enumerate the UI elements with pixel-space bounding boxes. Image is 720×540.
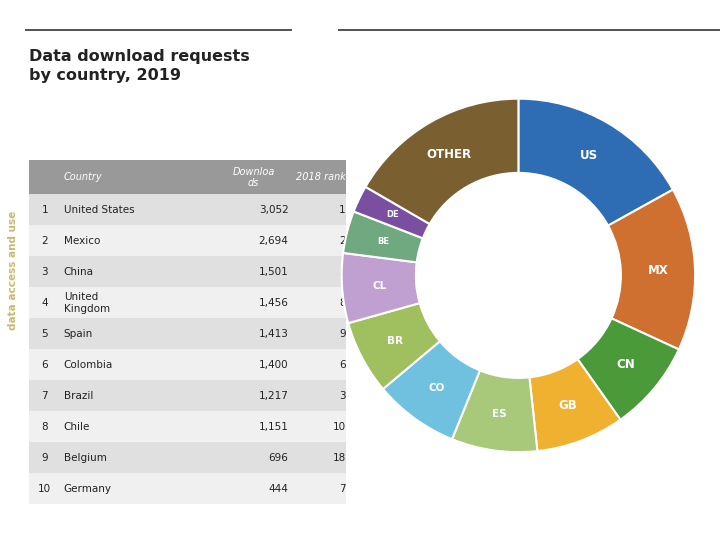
Text: 9: 9 <box>41 453 48 463</box>
Text: US: US <box>580 148 598 161</box>
Text: Colombia: Colombia <box>63 360 113 370</box>
Wedge shape <box>518 99 673 226</box>
Text: Mexico: Mexico <box>63 236 100 246</box>
Text: 2: 2 <box>41 236 48 246</box>
Wedge shape <box>577 319 679 420</box>
FancyBboxPatch shape <box>29 225 346 256</box>
Text: 7: 7 <box>339 484 346 494</box>
Text: 18: 18 <box>333 453 346 463</box>
Text: ES: ES <box>492 409 506 419</box>
Text: 2,694: 2,694 <box>258 236 289 246</box>
Text: CL: CL <box>372 281 387 291</box>
Wedge shape <box>383 341 480 439</box>
Wedge shape <box>348 303 440 389</box>
Text: BE: BE <box>377 237 389 246</box>
Text: 9: 9 <box>339 329 346 339</box>
Text: GB: GB <box>559 400 577 413</box>
Text: 1: 1 <box>339 205 346 215</box>
Text: 6: 6 <box>41 360 48 370</box>
Text: 3: 3 <box>41 267 48 277</box>
Text: 6: 6 <box>339 360 346 370</box>
FancyBboxPatch shape <box>29 160 346 194</box>
FancyBboxPatch shape <box>29 287 346 319</box>
Text: BR: BR <box>387 335 403 346</box>
Wedge shape <box>354 187 430 238</box>
Text: 1,400: 1,400 <box>259 360 289 370</box>
Text: 1,217: 1,217 <box>258 391 289 401</box>
Text: Chile: Chile <box>63 422 90 432</box>
Text: 1,456: 1,456 <box>258 298 289 308</box>
Wedge shape <box>366 99 518 224</box>
Wedge shape <box>608 190 695 349</box>
Text: Spain: Spain <box>63 329 93 339</box>
Text: Downloa
ds: Downloa ds <box>233 166 275 188</box>
FancyBboxPatch shape <box>29 442 346 474</box>
Text: Belgium: Belgium <box>63 453 107 463</box>
FancyBboxPatch shape <box>29 256 346 287</box>
Text: United States: United States <box>63 205 134 215</box>
Text: 5: 5 <box>41 329 48 339</box>
Text: 10: 10 <box>38 484 51 494</box>
Text: United
Kingdom: United Kingdom <box>63 292 109 314</box>
Text: 696: 696 <box>269 453 289 463</box>
FancyBboxPatch shape <box>29 380 346 411</box>
Wedge shape <box>529 359 621 451</box>
Text: 2018 rank: 2018 rank <box>296 172 346 183</box>
Text: 5: 5 <box>339 267 346 277</box>
Text: 10: 10 <box>333 422 346 432</box>
Wedge shape <box>452 370 537 452</box>
Text: 2: 2 <box>339 236 346 246</box>
Text: 4: 4 <box>41 298 48 308</box>
FancyBboxPatch shape <box>29 194 346 225</box>
Text: Brazil: Brazil <box>63 391 93 401</box>
Text: data access and use: data access and use <box>8 211 17 329</box>
Text: Data download requests
by country, 2019: Data download requests by country, 2019 <box>29 49 250 83</box>
Text: 8: 8 <box>41 422 48 432</box>
Text: MX: MX <box>647 264 668 276</box>
Text: OTHER: OTHER <box>426 148 471 161</box>
Text: CO: CO <box>428 383 444 393</box>
Text: 3: 3 <box>339 391 346 401</box>
Text: DE: DE <box>386 211 399 219</box>
Wedge shape <box>342 253 420 323</box>
FancyBboxPatch shape <box>29 411 346 442</box>
Text: China: China <box>63 267 94 277</box>
Text: Country: Country <box>63 172 102 183</box>
Text: 1,413: 1,413 <box>258 329 289 339</box>
Text: CN: CN <box>616 358 635 371</box>
Text: 1: 1 <box>41 205 48 215</box>
Text: 3,052: 3,052 <box>258 205 289 215</box>
FancyBboxPatch shape <box>29 319 346 349</box>
FancyBboxPatch shape <box>29 474 346 504</box>
Text: 7: 7 <box>41 391 48 401</box>
Wedge shape <box>343 212 423 262</box>
Text: Germany: Germany <box>63 484 112 494</box>
Text: 1,501: 1,501 <box>258 267 289 277</box>
FancyBboxPatch shape <box>29 349 346 380</box>
Text: 1,151: 1,151 <box>258 422 289 432</box>
Text: 8: 8 <box>339 298 346 308</box>
Text: 444: 444 <box>269 484 289 494</box>
